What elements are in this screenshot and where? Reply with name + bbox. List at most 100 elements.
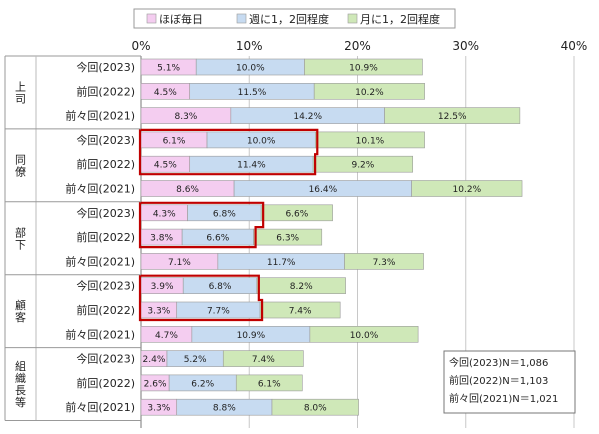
row-label: 前回(2022) (76, 230, 135, 244)
data-label: 16.4% (309, 185, 338, 195)
data-label: 14.2% (293, 112, 322, 122)
bar-segment (384, 107, 521, 124)
bar-segment (313, 83, 425, 100)
data-label: 3.8% (150, 234, 173, 244)
x-tick-label: 20% (344, 39, 371, 53)
row-label: 前回(2022) (76, 303, 135, 317)
row-label: 前々回(2021) (65, 182, 135, 196)
legend-label: 週に1，2回程度 (249, 12, 329, 26)
data-label: 3.3% (147, 404, 170, 414)
data-label: 4.5% (154, 88, 177, 98)
data-label: 8.6% (176, 185, 199, 195)
data-label: 8.8% (213, 404, 236, 414)
bar-segment (304, 58, 423, 76)
x-tick-label: 40% (561, 39, 588, 53)
data-label: 8.0% (304, 404, 327, 414)
data-label: 2.4% (143, 355, 166, 365)
legend-label: 月に1，2回程度 (360, 12, 440, 26)
data-label: 4.3% (153, 209, 176, 219)
legend-label: ほぼ毎日 (159, 13, 203, 26)
group-label: 同僚 (15, 153, 26, 178)
data-label: 5.2% (184, 355, 207, 365)
row-label: 前々回(2021) (65, 109, 135, 123)
bar-segment (344, 253, 424, 270)
data-label: 6.8% (209, 282, 232, 292)
x-tick-label: 0% (131, 39, 150, 53)
data-label: 4.7% (155, 331, 178, 341)
row-label: 今回(2023) (76, 133, 135, 147)
bars: 5.1% 10.0% 10.9% 4.5% 11.5% 10.2% 8.3% 14.2% 12.… (138, 58, 523, 416)
data-label: 3.3% (147, 307, 170, 317)
data-label: 8.3% (174, 112, 197, 122)
data-label: 10.2% (453, 185, 482, 195)
note-line: 今回(2023)N＝1,086 (449, 356, 548, 369)
row-label: 今回(2023) (76, 352, 135, 366)
data-label: 7.4% (289, 307, 312, 317)
x-tick-label: 10% (236, 39, 263, 53)
data-label: 10.9% (237, 331, 266, 341)
data-label: 5.1% (157, 64, 180, 74)
data-label: 6.6% (206, 234, 229, 244)
data-label: 10.0% (247, 136, 276, 146)
data-label: 6.3% (276, 234, 299, 244)
data-label: 10.2% (355, 88, 384, 98)
bar-segment (309, 325, 419, 343)
data-label: 6.2% (191, 379, 214, 389)
data-label: 10.1% (356, 136, 385, 146)
bar-segment (314, 131, 425, 149)
bar-segment (259, 301, 341, 319)
x-axis: 0% 10% 20% 30% 40% (131, 39, 587, 53)
bar-segment (411, 180, 523, 197)
bar-segment (271, 398, 359, 416)
row-label: 前回(2022) (76, 376, 135, 390)
data-label: 7.1% (168, 258, 191, 268)
group-label: 上司 (15, 80, 26, 105)
row-label: 今回(2023) (76, 60, 135, 74)
bar-segment (253, 228, 323, 246)
data-label: 8.2% (290, 282, 313, 292)
data-label: 9.2% (351, 161, 374, 171)
sample-size-note: 今回(2023)N＝1,086 前回(2022)N＝1,103 前々回(2021)N… (443, 350, 576, 414)
row-label: 前回(2022) (76, 84, 135, 98)
data-label: 10.0% (350, 331, 379, 341)
note-line: 前々回(2021)N＝1,021 (449, 392, 558, 405)
legend-swatch (347, 13, 358, 24)
x-tick-label: 30% (452, 39, 479, 53)
group-label: 部下 (15, 225, 26, 251)
data-label: 11.5% (238, 88, 267, 98)
data-label: 3.9% (151, 282, 174, 292)
data-label: 4.5% (154, 161, 177, 171)
data-label: 12.5% (438, 112, 467, 122)
data-label: 7.7% (207, 307, 230, 317)
data-label: 2.6% (144, 379, 167, 389)
highlight-outline (138, 201, 265, 249)
row-label: 今回(2023) (76, 206, 135, 220)
row-label: 前回(2022) (76, 157, 135, 171)
bar-segment (260, 204, 333, 222)
data-label: 7.4% (252, 355, 275, 365)
bar-segment (312, 155, 414, 173)
data-label: 10.0% (236, 64, 265, 74)
bar-segment (222, 350, 304, 367)
highlight-outline (138, 274, 264, 322)
row-labels: 今回(2023) 前回(2022) 前々回(2021) 今回(2023) 前回(2022… (4, 55, 141, 421)
group-label: 組織長等 (15, 360, 26, 409)
group-label: 顧客 (15, 298, 26, 324)
row-label: 今回(2023) (76, 279, 135, 293)
bar-segment (256, 277, 346, 295)
data-label: 6.1% (163, 136, 186, 146)
data-label: 10.9% (349, 64, 378, 74)
legend-box (133, 8, 456, 29)
row-label: 前々回(2021) (65, 254, 135, 268)
legend-swatch (146, 13, 157, 24)
row-label: 前々回(2021) (65, 327, 135, 341)
highlight-outline (138, 128, 319, 176)
legend-swatch (236, 13, 247, 24)
row-label: 前々回(2021) (65, 400, 135, 414)
data-label: 11.7% (267, 258, 296, 268)
data-label: 6.8% (213, 209, 236, 219)
data-label: 7.3% (373, 258, 396, 268)
bar-segment (235, 374, 303, 392)
data-label: 6.1% (258, 379, 281, 389)
